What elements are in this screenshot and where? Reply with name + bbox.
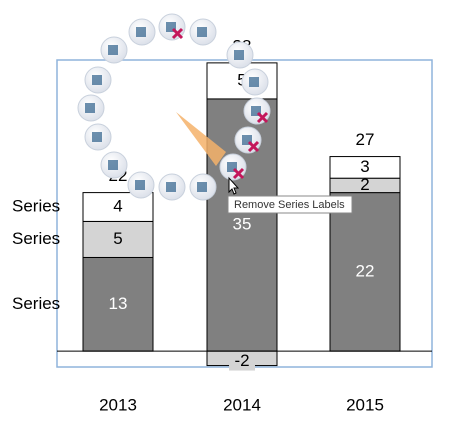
bar-segment bbox=[329, 192, 401, 352]
data-label: 35 bbox=[233, 215, 252, 234]
data-label: 2 bbox=[360, 175, 369, 194]
legend-label: Series bbox=[12, 196, 60, 215]
icon-glyph bbox=[249, 77, 259, 87]
bar-segment bbox=[329, 156, 401, 179]
data-label: -2 bbox=[234, 351, 249, 370]
radial-menu[interactable] bbox=[77, 13, 271, 201]
icon-glyph bbox=[197, 27, 207, 37]
menu-pointer bbox=[176, 112, 226, 166]
total-label: 27 bbox=[356, 130, 375, 149]
icon-glyph bbox=[242, 135, 252, 145]
icon-glyph bbox=[197, 182, 207, 192]
legend-label: Series bbox=[12, 229, 60, 248]
icon-remove bbox=[247, 140, 260, 153]
icon-remove bbox=[232, 167, 245, 180]
menu-item[interactable] bbox=[84, 66, 112, 94]
icon-glyph bbox=[85, 103, 95, 113]
icon-glyph bbox=[92, 75, 102, 85]
data-label: 3 bbox=[360, 157, 369, 176]
legend-label: Series bbox=[12, 294, 60, 313]
icon-glyph bbox=[136, 27, 146, 37]
icon-glyph bbox=[92, 132, 102, 142]
data-label: 13 bbox=[109, 294, 128, 313]
menu-item[interactable] bbox=[100, 36, 128, 64]
menu-item[interactable] bbox=[158, 173, 186, 201]
menu-item[interactable] bbox=[127, 171, 155, 199]
icon-glyph bbox=[251, 106, 261, 116]
icon-glyph bbox=[227, 162, 237, 172]
icon-glyph bbox=[108, 160, 118, 170]
menu-item[interactable] bbox=[84, 123, 112, 151]
label-bg bbox=[229, 352, 255, 371]
menu-item[interactable] bbox=[77, 94, 105, 122]
menu-item[interactable] bbox=[158, 13, 186, 41]
menu-item[interactable] bbox=[234, 126, 262, 154]
tooltip-text: Remove Series Labels bbox=[234, 199, 345, 211]
icon-glyph bbox=[108, 45, 118, 55]
menu-item[interactable] bbox=[226, 41, 254, 69]
menu-item[interactable] bbox=[189, 173, 217, 201]
x-tick-label: 2014 bbox=[223, 395, 261, 414]
icon-glyph bbox=[166, 182, 176, 192]
menu-item[interactable] bbox=[241, 68, 269, 96]
x-tick-label: 2015 bbox=[346, 395, 384, 414]
x-tick-label: 2013 bbox=[99, 395, 137, 414]
menu-item[interactable] bbox=[243, 97, 271, 125]
tooltip-box bbox=[227, 195, 353, 214]
icon-remove bbox=[171, 27, 184, 40]
icon-glyph bbox=[234, 50, 244, 60]
icon-remove bbox=[256, 111, 269, 124]
menu-item[interactable] bbox=[100, 151, 128, 179]
menu-item[interactable] bbox=[128, 18, 156, 46]
menu-item[interactable] bbox=[219, 153, 247, 181]
bar-segment bbox=[82, 220, 154, 258]
data-label: 4 bbox=[113, 196, 122, 215]
icon-glyph bbox=[135, 180, 145, 190]
menu-item[interactable] bbox=[189, 18, 217, 46]
tooltip: Remove Series Labels bbox=[227, 195, 353, 214]
data-label: 22 bbox=[356, 261, 375, 280]
icon-glyph bbox=[166, 22, 176, 32]
data-label: 5 bbox=[113, 229, 122, 248]
cursor bbox=[228, 176, 240, 195]
